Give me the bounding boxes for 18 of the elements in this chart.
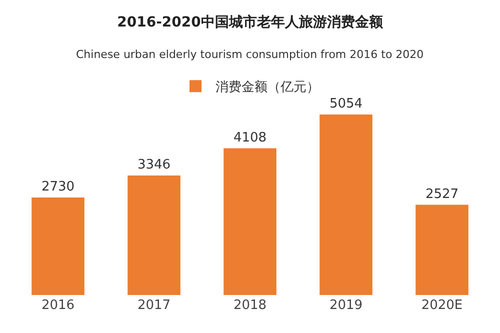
x-tick-label: 2017 [137, 298, 171, 313]
x-tick-label: 2019 [329, 298, 363, 313]
chart-subtitle: Chinese urban elderly tourism consumption from 2016 to 2020 [76, 48, 424, 61]
data-label: 3346 [137, 158, 171, 172]
bar [416, 204, 468, 295]
bar [128, 176, 180, 295]
x-tick-label: 2018 [233, 298, 267, 313]
bar [320, 114, 372, 295]
bar [32, 198, 84, 295]
data-label: 2527 [425, 186, 459, 202]
x-tick-label: 2016 [41, 298, 75, 313]
chart-title: 2016-2020中国城市老年人旅游消费金额 [117, 13, 384, 30]
legend-label: 消费金额（亿元） [216, 80, 320, 96]
bar [224, 148, 276, 295]
data-label: 4108 [233, 130, 267, 146]
data-label: 2730 [41, 180, 75, 194]
x-tick-label: 2020E [421, 298, 463, 313]
data-label: 5054 [329, 96, 363, 112]
